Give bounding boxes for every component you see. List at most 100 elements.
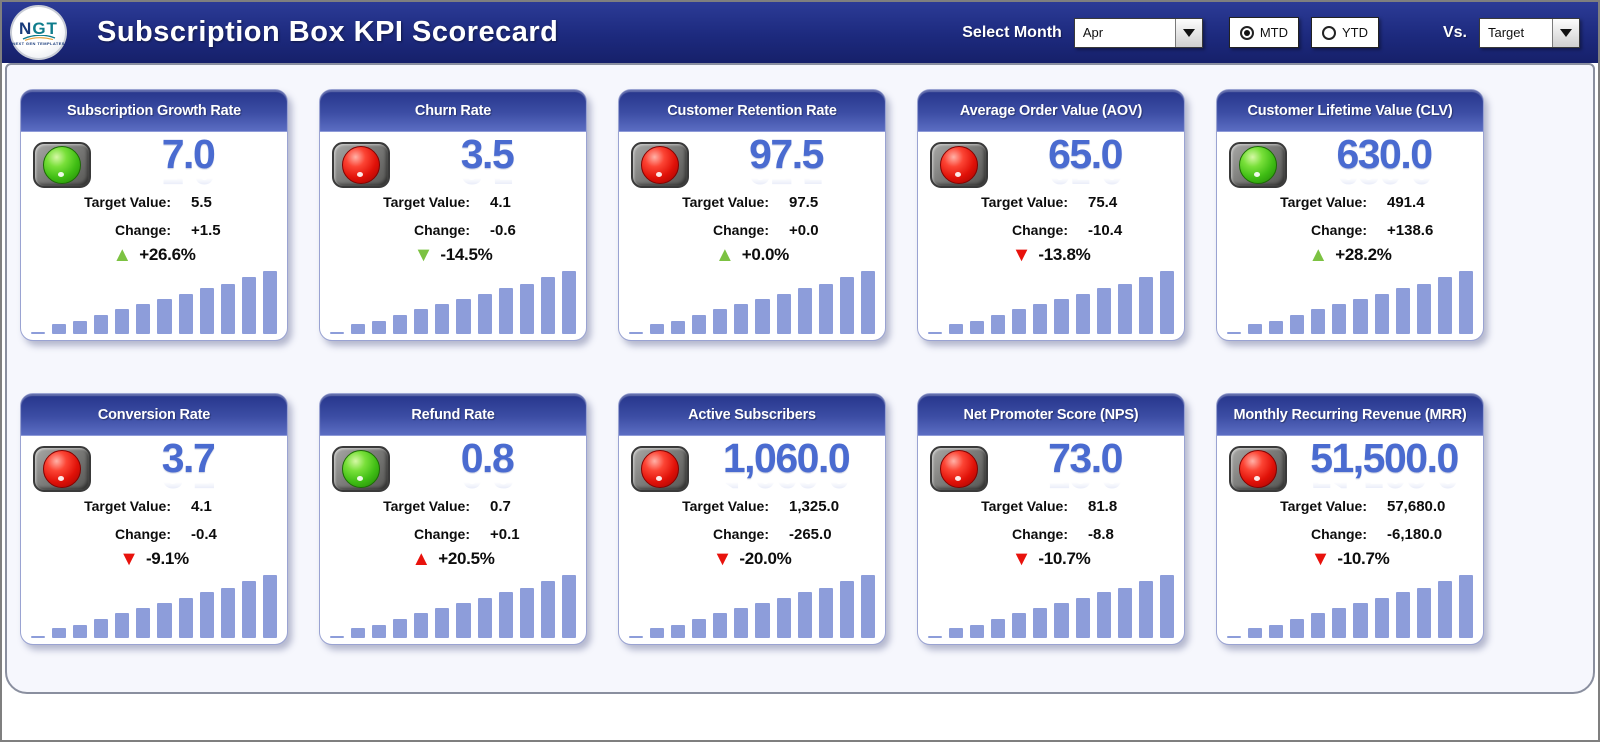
percent-change-row: ▲ +0.0%: [619, 242, 885, 268]
sparkline-bar: [860, 575, 875, 638]
sparkline-bar: [136, 607, 151, 638]
sparkline-bar: [477, 293, 492, 334]
chevron-down-icon: [1182, 28, 1195, 37]
kpi-value-wrap: 0.8 0.8: [394, 438, 580, 495]
kpi-card: Customer Lifetime Value (CLV) 630.0 630.…: [1216, 89, 1484, 341]
sparkline-bar: [970, 624, 985, 638]
kpi-value-wrap: 65.0 65.0: [992, 134, 1178, 191]
target-value: 1,325.0: [789, 498, 840, 515]
sparkline-bar: [477, 597, 492, 638]
sparkline-bar: [393, 315, 408, 334]
sparkline-bar: [776, 597, 791, 638]
sparkline-bar: [1012, 613, 1027, 638]
radio-option-1[interactable]: YTD: [1310, 17, 1379, 48]
kpi-value-reflection: 3.5: [394, 175, 580, 190]
percent-change-row: ▲ +20.5%: [320, 546, 586, 572]
sparkline-bar: [755, 299, 770, 334]
sparkline-bar: [734, 303, 749, 334]
radio-ytd-icon[interactable]: [1321, 25, 1336, 40]
percent-change: -13.8%: [1038, 245, 1091, 264]
kpi-card: Subscription Growth Rate 7.0 7.0 Target …: [20, 89, 288, 341]
sparkline-bar: [262, 575, 277, 638]
status-light: [33, 142, 91, 188]
kpi-card-title: Churn Rate: [414, 102, 492, 119]
sparkline-bar: [1054, 603, 1069, 638]
sparkline-bar: [692, 315, 707, 334]
nav-controls: Select Month Apr MTD YTD Vs. Target: [962, 2, 1580, 63]
radio-mtd-icon[interactable]: [1239, 25, 1254, 40]
sparkline-bar: [1395, 288, 1410, 334]
change-row: Change: -8.8: [918, 526, 1184, 543]
status-light: [332, 142, 390, 188]
sparkline-bar: [1437, 276, 1452, 334]
vs-dropdown-value[interactable]: Target: [1480, 18, 1552, 47]
sparkline-bar: [650, 627, 665, 638]
percent-change-row: ▲ +26.6%: [21, 242, 287, 268]
kpi-card-title: Active Subscribers: [688, 406, 816, 423]
month-dropdown-button[interactable]: [1174, 18, 1202, 47]
sparkline-bar: [1227, 636, 1242, 638]
sparkline: [31, 575, 277, 638]
sparkline-bar: [860, 271, 875, 334]
sparkline-bar: [1075, 597, 1090, 638]
vs-dropdown-button[interactable]: [1552, 18, 1579, 47]
status-light: [930, 142, 988, 188]
kpi-card-title: Conversion Rate: [97, 406, 211, 423]
sparkline-bar: [1096, 288, 1111, 334]
kpi-value-wrap: 51,500.0 51,500.0: [1291, 438, 1477, 495]
sparkline-bar: [1290, 619, 1305, 638]
sparkline-bar: [561, 575, 576, 638]
sparkline-bar: [1311, 309, 1326, 334]
sparkline-bar: [1054, 299, 1069, 334]
target-row: Target Value: 81.8: [918, 498, 1184, 515]
radio-ytd-label: YTD: [1341, 25, 1368, 40]
sparkline: [330, 271, 576, 334]
logo-text: NGT: [19, 18, 58, 38]
percent-change: -10.7%: [1337, 549, 1390, 568]
target-row: Target Value: 4.1: [21, 498, 287, 515]
sparkline-bar: [115, 309, 130, 334]
kpi-value-wrap: 7.0 7.0: [95, 134, 281, 191]
sparkline-bar: [818, 283, 833, 334]
target-row: Target Value: 97.5: [619, 194, 885, 211]
sparkline-bar: [241, 276, 256, 334]
target-row: Target Value: 0.7: [320, 498, 586, 515]
month-dropdown[interactable]: Apr: [1073, 17, 1203, 48]
month-dropdown-value[interactable]: Apr: [1074, 18, 1175, 47]
percent-change-row: ▼ -9.1%: [21, 546, 287, 572]
kpi-value: 1,060.0: [722, 435, 851, 481]
trend-arrow-icon: ▼: [119, 548, 139, 570]
sparkline-bar: [991, 619, 1006, 638]
change-row: Change: -10.4: [918, 222, 1184, 239]
sparkline-bar: [519, 283, 534, 334]
kpi-card-title: Monthly Recurring Revenue (MRR): [1233, 406, 1467, 423]
bottom-strip: [2, 694, 1598, 740]
percent-change: -10.7%: [1038, 549, 1091, 568]
kpi-card: Conversion Rate 3.7 3.7 Target Value: 4.…: [20, 393, 288, 645]
sparkline-bar: [435, 303, 450, 334]
sparkline-bar: [692, 619, 707, 638]
vs-dropdown[interactable]: Target: [1479, 17, 1580, 48]
sparkline-bar: [1353, 603, 1368, 638]
change-label: Change:: [1311, 222, 1367, 238]
status-light: [631, 446, 689, 492]
trend-arrow-icon: ▼: [1011, 548, 1032, 570]
kpi-card-title: Customer Retention Rate: [667, 102, 837, 119]
change-value: +0.1: [490, 526, 520, 543]
sparkline-bar: [1248, 323, 1263, 334]
sparkline-bar: [1033, 607, 1048, 638]
sparkline-bar: [970, 320, 985, 334]
sparkline-bar: [456, 299, 471, 334]
kpi-value: 3.7: [161, 435, 216, 481]
target-label: Target Value:: [981, 194, 1068, 210]
change-label: Change:: [713, 222, 769, 238]
radio-option-0[interactable]: MTD: [1228, 17, 1299, 48]
sparkline-bar: [540, 580, 555, 638]
sparkline-bar: [797, 592, 812, 638]
sparkline-bar: [561, 271, 576, 334]
sparkline-bar: [1353, 299, 1368, 334]
change-label: Change:: [414, 526, 470, 542]
target-label: Target Value:: [1280, 194, 1367, 210]
target-row: Target Value: 57,680.0: [1217, 498, 1483, 515]
